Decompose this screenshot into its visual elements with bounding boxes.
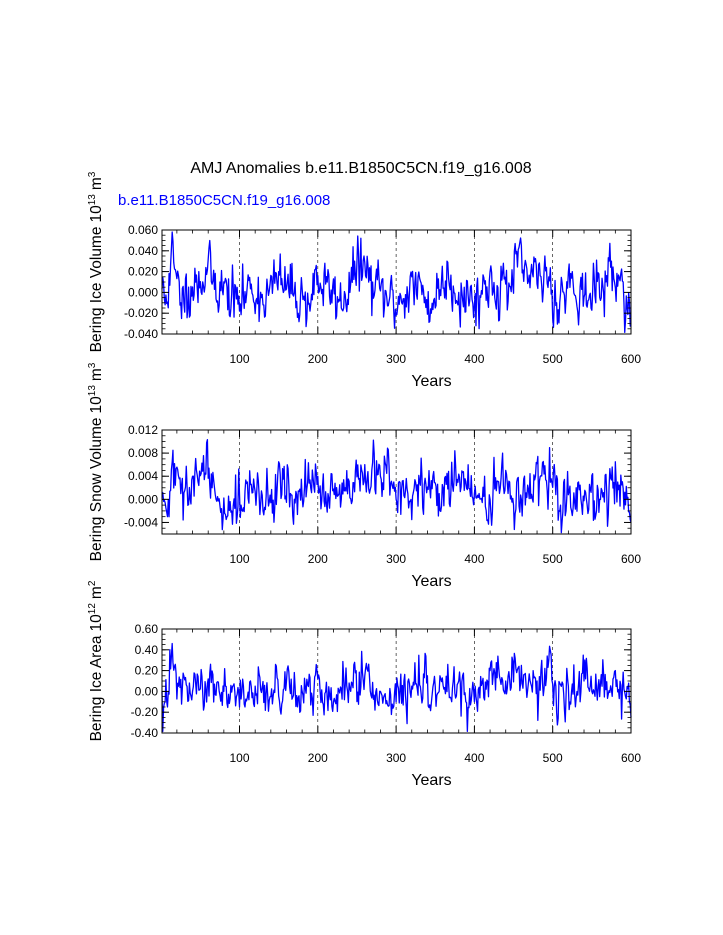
y-tick-label: 0.40 xyxy=(135,643,159,657)
y-tick-label: -0.004 xyxy=(124,515,158,529)
y-axis-label-ylabel: Bering Ice Volume xyxy=(88,227,105,353)
x-tick-label: 200 xyxy=(308,552,328,566)
series-line xyxy=(161,642,632,732)
x-tick-label: 300 xyxy=(386,552,406,566)
x-tick-label: 100 xyxy=(229,751,249,765)
y-tick-label: 0.000 xyxy=(128,285,158,299)
x-tick-label: 400 xyxy=(464,352,484,366)
x-tick-label: 600 xyxy=(621,352,641,366)
y-axis-label: Bering Ice Area 1012 m2 xyxy=(87,580,105,741)
y-tick-label: -0.020 xyxy=(124,306,158,320)
y-tick-label: 0.020 xyxy=(128,265,158,279)
y-tick-label: 0.060 xyxy=(128,223,158,237)
x-tick-label: 500 xyxy=(543,352,563,366)
y-axis-label-ylabel-exp: 13 xyxy=(87,385,98,397)
x-tick-label: 100 xyxy=(229,552,249,566)
case-label: b.e11.B1850C5CN.f19_g16.008 xyxy=(118,192,330,209)
y-axis-label-ylabel: Bering Snow Volume xyxy=(88,417,105,561)
y-axis-label-ylabel-exp: 13 xyxy=(87,194,98,206)
y-axis-label-ylabel-base: 10 xyxy=(88,614,105,632)
y-axis-label-ylabel-mexp: 3 xyxy=(87,362,98,368)
y-tick-label: 0.008 xyxy=(128,446,158,460)
y-axis-label-ylabel-base: 10 xyxy=(88,396,105,414)
y-axis-label: Bering Ice Volume 1013 m3 xyxy=(87,171,105,352)
x-axis-label: Years xyxy=(411,772,451,789)
y-axis-label-ylabel-exp: 12 xyxy=(87,603,98,615)
x-tick-label: 500 xyxy=(543,751,563,765)
x-tick-label: 600 xyxy=(621,751,641,765)
x-tick-label: 300 xyxy=(386,751,406,765)
x-tick-label: 400 xyxy=(464,552,484,566)
y-tick-label: 0.000 xyxy=(128,492,158,506)
y-tick-label: 0.00 xyxy=(135,684,159,698)
y-axis-label-ylabel-mexp: 2 xyxy=(87,580,98,586)
x-tick-label: 300 xyxy=(386,352,406,366)
y-tick-label: 0.012 xyxy=(128,423,158,437)
x-tick-label: 100 xyxy=(229,352,249,366)
y-axis-label-ylabel-base: 10 xyxy=(88,205,105,223)
y-tick-label: 0.040 xyxy=(128,244,158,258)
panel-ice-volume: -0.040 -0.020 0.000 0.020 0.040 0.060 100 200 30… xyxy=(87,171,641,390)
x-tick-label: 600 xyxy=(621,552,641,566)
series-line xyxy=(161,438,632,534)
x-axis-label: Years xyxy=(411,373,451,390)
x-axis-label: Years xyxy=(411,573,451,590)
y-axis-label-ylabel-m: m xyxy=(88,368,105,381)
y-axis-label-ylabel-m: m xyxy=(88,586,105,599)
y-axis-label-ylabel-m: m xyxy=(88,177,105,190)
y-tick-label: -0.20 xyxy=(131,705,159,719)
figure-title: AMJ Anomalies b.e11.B1850C5CN.f19_g16.00… xyxy=(190,160,531,177)
x-tick-label: 200 xyxy=(308,751,328,765)
series-line xyxy=(161,231,632,333)
y-tick-label: 0.60 xyxy=(135,622,159,636)
x-tick-label: 500 xyxy=(543,552,563,566)
y-axis-label: Bering Snow Volume 1013 m3 xyxy=(87,362,105,561)
y-axis-label-ylabel-mexp: 3 xyxy=(87,171,98,177)
y-tick-label: -0.040 xyxy=(124,327,158,341)
panel-ice-area: -0.40 -0.20 0.00 0.20 0.40 0.60 100 200 300 400 50… xyxy=(87,580,641,789)
y-tick-label: 0.20 xyxy=(135,664,159,678)
x-tick-label: 400 xyxy=(464,751,484,765)
y-tick-label: -0.40 xyxy=(131,726,159,740)
panel-snow-volume: -0.004 0.000 0.004 0.008 0.012 100 200 300 400 50… xyxy=(87,362,641,590)
y-tick-label: 0.004 xyxy=(128,469,158,483)
x-tick-label: 200 xyxy=(308,352,328,366)
y-axis-label-ylabel: Bering Ice Area xyxy=(88,635,105,741)
